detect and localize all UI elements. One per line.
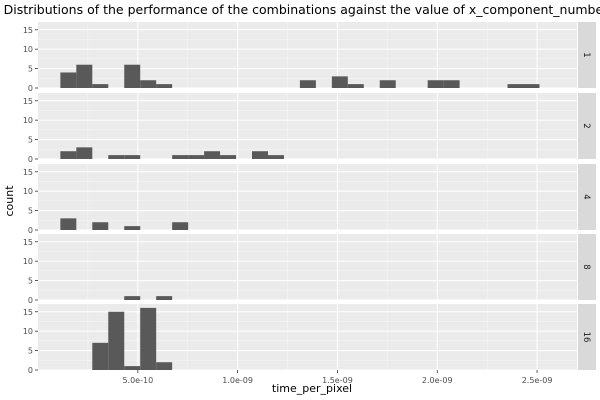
histogram-bar <box>379 80 396 88</box>
histogram-bar <box>76 147 93 159</box>
histogram-bar <box>204 151 221 159</box>
facet-panel-16: 0 5 10 15 16 <box>23 304 596 375</box>
histogram-bar <box>124 64 141 88</box>
histogram-bar <box>156 84 173 88</box>
histogram-bar <box>124 296 141 300</box>
histogram-bar <box>108 311 125 370</box>
y-tick-label: 10 <box>23 257 33 266</box>
histogram-bar <box>60 72 77 88</box>
histogram-bar <box>124 226 141 230</box>
histogram-bar <box>188 155 205 159</box>
y-tick-label: 15 <box>23 238 33 247</box>
y-axis-title: count <box>3 185 16 217</box>
facet-panel-2: 0 5 10 15 2 <box>23 93 596 164</box>
y-tick-label: 5 <box>28 207 33 216</box>
y-tick-label: 5 <box>28 277 33 286</box>
facet-strip <box>578 164 596 230</box>
x-axis: 5.0e-10 1.0e-09 1.5e-09 2.0e-09 2.5e-09 <box>122 370 552 385</box>
y-tick-label: 5 <box>28 347 33 356</box>
histogram-bar <box>156 362 173 370</box>
histogram-bar <box>220 155 237 159</box>
histogram-bar <box>507 84 524 88</box>
histogram-bar <box>92 342 109 370</box>
y-tick-label: 0 <box>28 296 33 305</box>
histogram-bar <box>172 222 189 230</box>
y-tick-label: 10 <box>23 327 33 336</box>
histogram-bar <box>299 80 316 88</box>
x-tick-label: 1.0e-09 <box>222 376 253 385</box>
facet-panel-1: 0 5 10 15 1 <box>23 22 596 93</box>
facet-strip-label: 2 <box>581 123 591 128</box>
facet-strip-label: 4 <box>581 194 591 199</box>
y-tick-label: 15 <box>23 97 33 106</box>
histogram-bar <box>92 222 109 230</box>
histogram-bar <box>331 76 348 88</box>
chart-title: Distributions of the performance of the … <box>4 2 600 17</box>
facet-strip <box>578 304 596 370</box>
histogram-bar <box>108 155 125 159</box>
histogram-bar <box>140 307 157 370</box>
facet-panel-4: 0 5 10 15 4 <box>23 164 596 235</box>
histogram-bar <box>252 151 268 159</box>
histogram-bar <box>92 84 109 88</box>
histogram-bar <box>523 84 540 88</box>
histogram-bar <box>140 80 157 88</box>
facet-strip <box>578 93 596 159</box>
facet-panel-8: 0 5 10 15 8 <box>23 234 596 305</box>
facet-strip-label: 8 <box>581 264 591 269</box>
x-tick-label: 2.0e-09 <box>422 376 453 385</box>
y-tick-label: 0 <box>28 84 33 93</box>
facet-strip <box>578 22 596 88</box>
y-tick-label: 15 <box>23 26 33 35</box>
y-tick-label: 10 <box>23 116 33 125</box>
y-tick-label: 0 <box>28 366 33 375</box>
histogram-bar <box>267 155 284 159</box>
y-tick-label: 5 <box>28 65 33 74</box>
y-tick-label: 5 <box>28 136 33 145</box>
histogram-bar <box>76 64 93 88</box>
y-tick-label: 0 <box>28 226 33 235</box>
y-tick-label: 0 <box>28 155 33 164</box>
y-tick-label: 15 <box>23 308 33 317</box>
facet-strip <box>578 234 596 300</box>
histogram-bar <box>124 366 141 370</box>
histogram-bar <box>60 151 77 159</box>
histogram-bar <box>427 80 444 88</box>
x-tick-label: 5.0e-10 <box>122 376 153 385</box>
histogram-bar <box>443 80 460 88</box>
histogram-bar <box>347 84 364 88</box>
histogram-bar <box>172 155 189 159</box>
x-tick-label: 2.5e-09 <box>522 376 553 385</box>
y-tick-label: 15 <box>23 168 33 177</box>
facet-strip-label: 1 <box>581 52 591 57</box>
y-tick-label: 10 <box>23 45 33 54</box>
facet-strip-label: 16 <box>581 332 591 343</box>
histogram-bar <box>156 296 173 300</box>
y-tick-label: 10 <box>23 187 33 196</box>
histogram-bar <box>60 218 77 230</box>
x-axis-title: time_per_pixel <box>272 382 352 395</box>
histogram-bar <box>124 155 141 159</box>
x-tick-label: 1.5e-09 <box>322 376 353 385</box>
